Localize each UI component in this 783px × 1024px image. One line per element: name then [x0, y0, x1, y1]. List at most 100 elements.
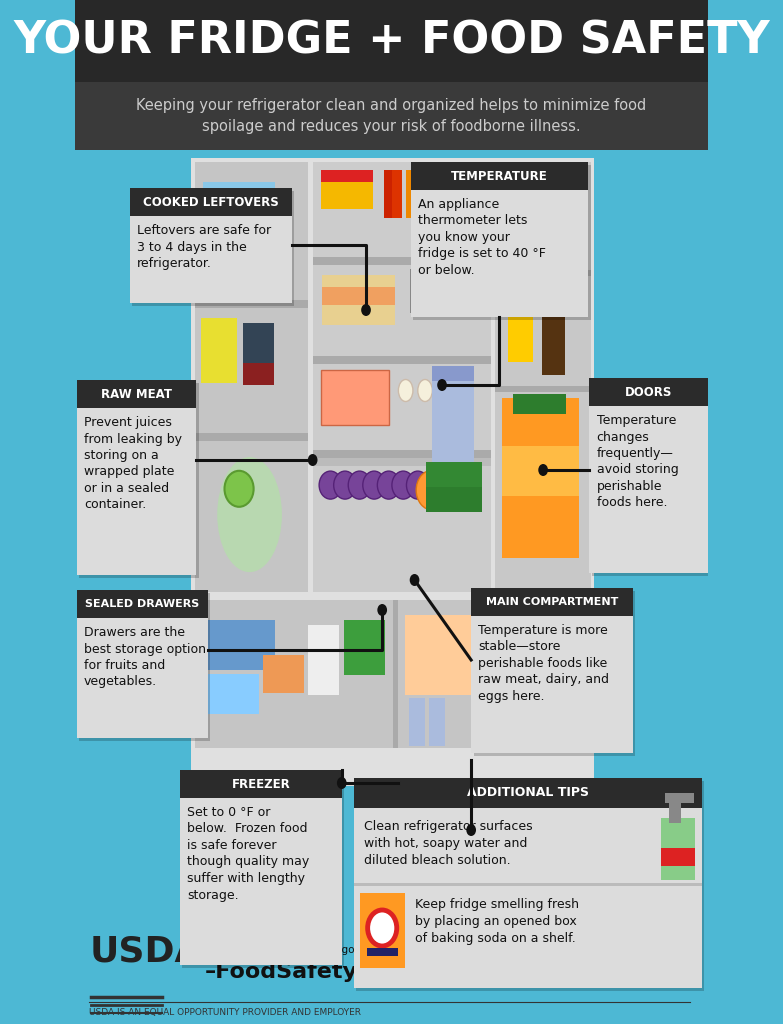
Bar	[543, 285, 565, 375]
Bar	[323, 274, 395, 325]
Text: FREEZER: FREEZER	[232, 777, 290, 791]
Circle shape	[308, 454, 317, 466]
Bar	[432, 366, 474, 466]
Bar	[130, 216, 291, 303]
Bar	[661, 818, 695, 880]
Bar	[449, 170, 457, 218]
Bar	[590, 406, 708, 573]
Bar	[77, 618, 207, 738]
Bar	[429, 698, 446, 746]
Ellipse shape	[217, 457, 282, 572]
Circle shape	[410, 574, 420, 586]
Bar	[393, 600, 398, 748]
Bar	[500, 167, 528, 177]
Bar	[195, 433, 308, 441]
Bar	[360, 893, 405, 968]
Bar	[345, 620, 384, 675]
Circle shape	[467, 824, 476, 836]
Bar	[410, 162, 588, 190]
Text: YOUR FRIDGE + FOOD SAFETY: YOUR FRIDGE + FOOD SAFETY	[13, 19, 770, 62]
Bar	[75, 82, 708, 150]
Bar	[321, 370, 389, 425]
Bar	[502, 397, 579, 558]
Circle shape	[348, 471, 371, 499]
Bar	[409, 698, 425, 746]
Bar	[312, 162, 491, 592]
Bar	[449, 170, 467, 218]
Bar	[243, 364, 274, 385]
Bar	[592, 381, 710, 575]
Bar	[180, 770, 341, 798]
Bar	[356, 781, 704, 991]
Bar	[323, 287, 395, 304]
Bar	[77, 590, 207, 618]
Bar	[321, 174, 373, 209]
Bar	[366, 948, 398, 956]
Bar	[561, 170, 588, 225]
Text: ADDITIONAL TIPS: ADDITIONAL TIPS	[467, 786, 589, 800]
Bar	[406, 170, 424, 218]
Circle shape	[361, 304, 371, 316]
Bar	[195, 162, 308, 592]
Bar	[471, 588, 633, 616]
Text: USDA IS AN EQUAL OPPORTUNITY PROVIDER AND EMPLOYER: USDA IS AN EQUAL OPPORTUNITY PROVIDER AN…	[89, 1008, 362, 1017]
Bar	[669, 798, 681, 823]
Bar	[410, 268, 468, 312]
Text: TEMPERATURE: TEMPERATURE	[451, 170, 548, 182]
Bar	[496, 386, 591, 391]
Bar	[474, 591, 635, 756]
Text: For more food safety tips, go to: For more food safety tips, go to	[204, 945, 369, 955]
Circle shape	[334, 471, 356, 499]
Circle shape	[406, 471, 429, 499]
Circle shape	[445, 466, 480, 510]
Text: Keeping your refrigerator clean and organized helps to minimize food
spoilage an: Keeping your refrigerator clean and orga…	[136, 98, 647, 134]
Bar	[203, 674, 259, 714]
Bar	[203, 620, 276, 670]
Bar	[532, 167, 557, 177]
Circle shape	[337, 777, 347, 790]
Bar	[130, 188, 291, 216]
Bar	[471, 616, 633, 753]
Bar	[405, 615, 510, 695]
Circle shape	[417, 470, 449, 510]
Bar	[191, 158, 594, 786]
Text: –FoodSafety.gov–: –FoodSafety.gov–	[204, 962, 420, 982]
Bar	[312, 257, 491, 264]
Bar	[201, 318, 237, 383]
Bar	[428, 170, 435, 218]
Text: Prevent juices
from leaking by
storing on a
wrapped plate
or in a sealed
contain: Prevent juices from leaking by storing o…	[84, 416, 182, 512]
Text: Clean refrigerator surfaces
with hot, soapy water and
diluted bleach solution.: Clean refrigerator surfaces with hot, so…	[363, 820, 532, 867]
Bar	[312, 451, 491, 458]
Text: DOORS: DOORS	[625, 385, 673, 398]
Bar	[432, 366, 474, 381]
Bar	[312, 458, 491, 466]
Bar	[666, 793, 694, 803]
Bar	[321, 170, 373, 182]
Bar	[507, 278, 533, 290]
Bar	[590, 378, 708, 406]
Bar	[312, 355, 491, 364]
Circle shape	[569, 193, 582, 208]
Circle shape	[319, 471, 341, 499]
Ellipse shape	[437, 380, 452, 401]
Text: Set to 0 °F or
below.  Frozen food
is safe forever
though quality may
suffer wit: Set to 0 °F or below. Frozen food is saf…	[187, 806, 309, 901]
Bar	[413, 272, 420, 308]
Text: SEALED DRAWERS: SEALED DRAWERS	[85, 599, 199, 609]
Text: USDA: USDA	[89, 935, 203, 969]
Bar	[308, 625, 338, 695]
Bar	[263, 655, 304, 693]
Bar	[507, 282, 533, 361]
Bar	[77, 380, 197, 408]
Bar	[79, 383, 199, 578]
Bar	[413, 165, 591, 319]
Bar	[411, 270, 467, 310]
Ellipse shape	[456, 380, 471, 401]
Bar	[182, 773, 345, 968]
Circle shape	[368, 910, 397, 946]
Bar	[77, 408, 197, 575]
Bar	[132, 191, 294, 306]
Text: Drawers are the
best storage option
for fruits and
vegetables.: Drawers are the best storage option for …	[84, 626, 206, 688]
Bar	[321, 370, 389, 425]
Bar	[75, 0, 708, 82]
Bar	[384, 170, 392, 218]
